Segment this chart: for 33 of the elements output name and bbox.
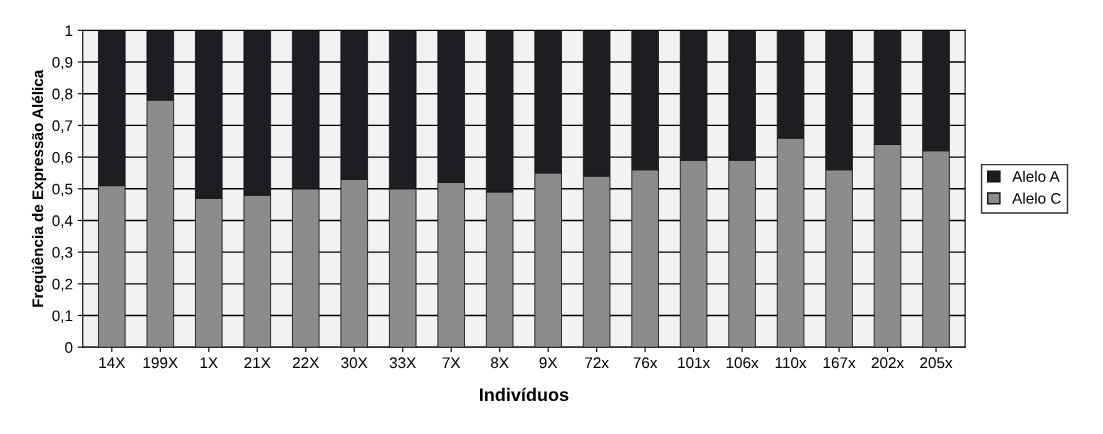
x-tick-label: 199X xyxy=(143,357,178,369)
x-tick-label: 1X xyxy=(200,357,218,368)
x-tick-label: 8X xyxy=(491,357,509,369)
y-tick-label: 0,1 xyxy=(52,310,73,324)
x-tick-label: 22X xyxy=(292,357,320,368)
y-tick-label: 0,2 xyxy=(52,278,73,292)
x-tick-label: 33X xyxy=(389,357,416,369)
x-tick-label: 101x xyxy=(678,357,711,369)
x-tick-label: 30X xyxy=(341,357,368,369)
y-tick-label: 0,4 xyxy=(52,215,73,228)
x-tick-label: 167x xyxy=(823,357,856,369)
y-tick-label: 0,9 xyxy=(52,56,73,70)
y-tick-label: 1 xyxy=(65,25,73,36)
x-tick-label: 7X xyxy=(442,357,461,368)
x-tick-label: 106x xyxy=(726,357,759,369)
x-tick-label: 14X xyxy=(99,357,126,368)
legend-label: Alelo C xyxy=(1012,192,1061,204)
x-tick-label: 9X xyxy=(539,357,558,369)
x-tick-label: 205x xyxy=(920,357,953,369)
x-tick-label: 76x xyxy=(633,357,658,369)
y-tick-label: 0 xyxy=(65,342,73,353)
x-tick-label: 72x xyxy=(585,357,609,368)
y-tick-label: 0,8 xyxy=(52,88,73,102)
y-tick-label: 0,7 xyxy=(52,120,73,133)
legend-label: Alelo A xyxy=(1012,170,1060,182)
y-tick-label: 0,3 xyxy=(52,247,73,260)
y-tick-label: 0,5 xyxy=(52,183,73,197)
x-tick-label: 110x xyxy=(775,357,807,369)
x-tick-label: 21X xyxy=(244,357,271,368)
x-tick-label: 202x xyxy=(871,357,904,369)
y-axis-title: Freqüência de Expressão Alélica xyxy=(31,69,47,307)
x-axis-title: Indivíduos xyxy=(480,387,569,402)
y-tick-label: 0,6 xyxy=(52,151,73,165)
